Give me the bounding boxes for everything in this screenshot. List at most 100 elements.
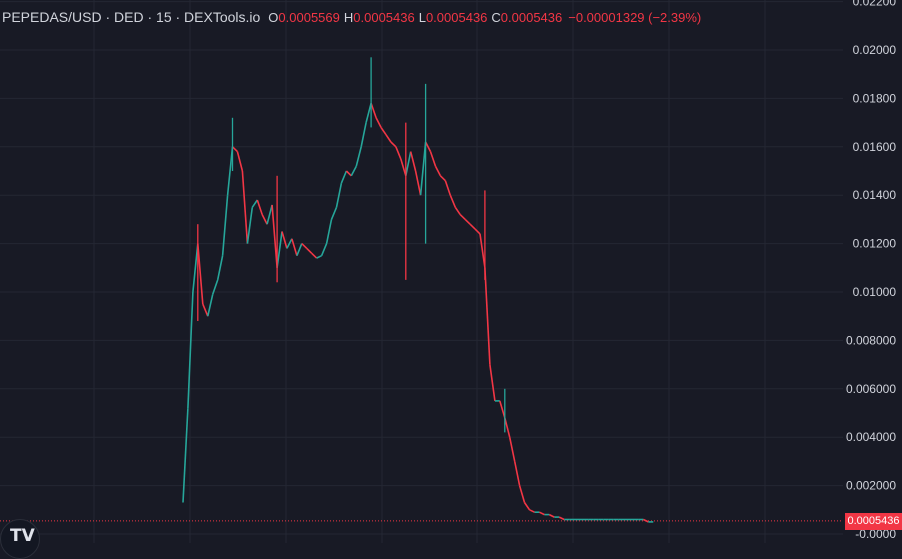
series-segment [271,204,278,268]
chart-legend: PEPEDAS/USD · DED · 15 · DEXTools.io O 0.… [2,9,701,25]
series-segment [207,294,214,317]
chart-canvas[interactable]: 0.02200 0.02000 0.01800 0.01600 0.01400 0.012… [0,0,902,543]
y-tick-label: 0.01800 [853,91,897,105]
series-segment [518,485,526,503]
series-segment [539,511,545,516]
series-segment [340,170,348,184]
series-segment [643,518,649,523]
series-segment [479,233,486,268]
series-segment [429,151,437,167]
close-value: 0.0005436 [500,10,563,25]
y-tick-label: 0.004000 [846,430,896,444]
series-segment [182,408,189,503]
series-segment [345,170,352,177]
series-segment [469,223,476,230]
series-segment [286,238,293,249]
series-segment [231,146,238,153]
series-segment [558,516,565,521]
open-key: O [268,10,279,25]
price-series [182,57,654,523]
open-value: 0.0005569 [278,10,340,25]
series-segment [316,254,322,259]
series-segment [291,238,298,256]
series-segment [548,513,555,518]
series-segment [380,126,387,136]
series-segment [464,218,471,225]
series-segment [266,204,273,225]
y-tick-label: 0.01600 [853,140,897,154]
y-tick-label: 0.02000 [853,43,897,57]
series-segment [459,214,466,220]
high-value: 0.0005436 [353,10,415,25]
series-segment [449,194,457,208]
low-key: L [418,10,426,25]
logo-text: TV [10,526,35,546]
tradingview-logo[interactable]: TV [0,519,40,559]
series-segment [419,141,427,196]
series-segment [236,151,244,172]
series-segment [187,291,194,409]
series-segment [390,141,397,148]
series-segment [330,206,338,220]
series-segment [400,158,407,177]
series-segment [484,267,491,365]
series-segment [513,461,521,486]
y-tick-label: 0.01000 [853,285,897,299]
series-segment [424,141,432,152]
series-segment [370,102,377,119]
change-value: −0.00001329 (−2.39%) [568,10,702,25]
symbol-title: PEPEDAS/USD · DED · 15 · DEXTools.io [2,9,261,25]
series-segment [360,122,367,147]
series-segment [365,103,372,123]
series-segment [251,199,258,208]
y-tick-label: -0.0000 [855,527,896,541]
series-segment [256,199,263,215]
series-segment [474,228,481,235]
series-segment [405,151,412,176]
series-segment [325,219,333,244]
series-segment [241,170,249,244]
series-segment [296,243,303,257]
high-key: H [343,10,354,25]
series-segment [311,252,318,259]
series-segment [489,364,496,402]
y-tick-label: 0.006000 [846,382,896,396]
series-segment [192,243,199,293]
series-segment [499,400,506,419]
series-segment [444,180,452,196]
grid-layer [0,0,843,543]
series-segment [529,509,535,513]
series-segment [395,146,402,160]
series-segment [504,417,511,438]
series-segment [335,182,343,208]
series-segment [523,502,531,511]
series-segment [375,117,382,128]
series-segment [216,255,224,281]
series-segment [355,146,362,167]
series-segment [508,437,516,462]
series-segment [434,165,442,177]
series-segment [202,303,209,317]
close-key: C [491,10,501,25]
series-segment [454,206,461,216]
series-segment [221,195,229,256]
series-segment [414,170,422,196]
y-tick-label: 0.01200 [853,237,897,251]
y-tick-label: 0.01400 [853,188,897,202]
y-tick-label: 0.02200 [853,0,897,9]
y-axis: 0.02200 0.02000 0.01800 0.01600 0.01400 0.012… [846,0,896,541]
series-segment [409,151,417,172]
series-segment [211,279,219,295]
series-segment [385,134,392,143]
series-segment [246,207,254,244]
series-segment [276,231,283,268]
series-segment [226,146,234,196]
series-segment [306,247,313,254]
low-value: 0.0005436 [425,10,488,25]
series-segment [439,175,446,182]
y-tick-label: 0.002000 [846,479,896,493]
series-segment [320,243,328,257]
last-price-tag: 0.0005436 [845,513,902,530]
series-segment [261,214,268,225]
